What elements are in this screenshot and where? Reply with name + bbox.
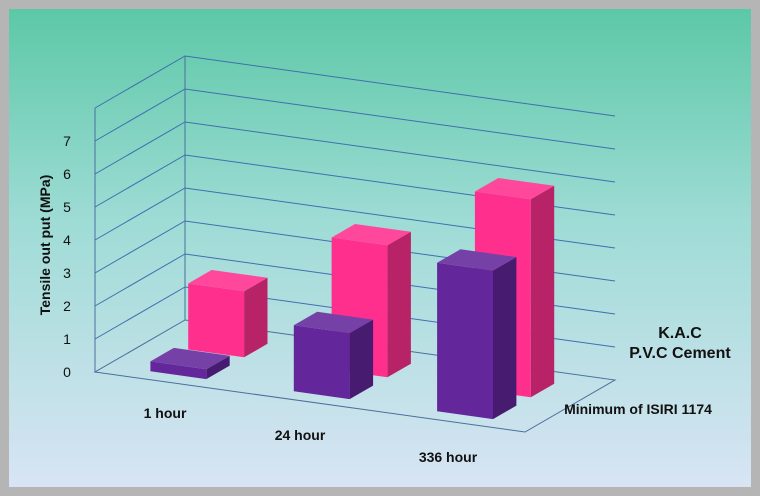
bar-side <box>387 231 411 378</box>
bar-top <box>474 178 555 200</box>
y-tick-label: 4 <box>63 232 71 248</box>
y-tick-label: 7 <box>63 133 71 149</box>
bar-top <box>188 270 268 292</box>
bar-isiri-2 <box>437 249 517 420</box>
category-label: 24 hour <box>275 427 326 443</box>
y-tick-label: 3 <box>63 265 71 281</box>
bar-top <box>150 347 230 370</box>
bar-front <box>437 262 493 420</box>
bar-side <box>206 355 230 380</box>
bar-isiri-0 <box>150 347 230 380</box>
bar-front <box>293 325 350 400</box>
bar-kac-0 <box>188 270 268 358</box>
bar-top <box>437 249 517 271</box>
floor-outline <box>93 319 617 433</box>
bar-side <box>493 257 517 420</box>
y-tick-label: 6 <box>63 166 71 182</box>
bar-front <box>150 361 207 380</box>
y-axis-title: Tensile out put (MPa) <box>37 175 53 316</box>
bar-top <box>331 224 411 246</box>
y-tick-label: 5 <box>63 199 71 215</box>
bars <box>150 178 555 420</box>
category-label: 336 hour <box>419 449 478 465</box>
y-tick-label: 0 <box>63 364 71 380</box>
category-label: 1 hour <box>144 405 187 421</box>
y-tick-label: 2 <box>63 298 71 314</box>
axes <box>93 56 617 433</box>
labels: 0 1 2 3 4 5 6 7 Tensile out put (MPa) 1 hour 24 ho… <box>37 133 731 465</box>
bar-top <box>293 311 374 334</box>
bar-side <box>244 277 268 358</box>
bar-front <box>188 283 245 358</box>
series-label-kac: K.A.C P.V.C Cement <box>629 325 731 362</box>
bar-side <box>349 319 374 400</box>
y-tick-label: 1 <box>63 331 71 347</box>
bar-side <box>530 185 555 398</box>
bar-isiri-1 <box>293 311 374 400</box>
series-label-isiri: Minimum of ISIRI 1174 <box>564 401 712 417</box>
